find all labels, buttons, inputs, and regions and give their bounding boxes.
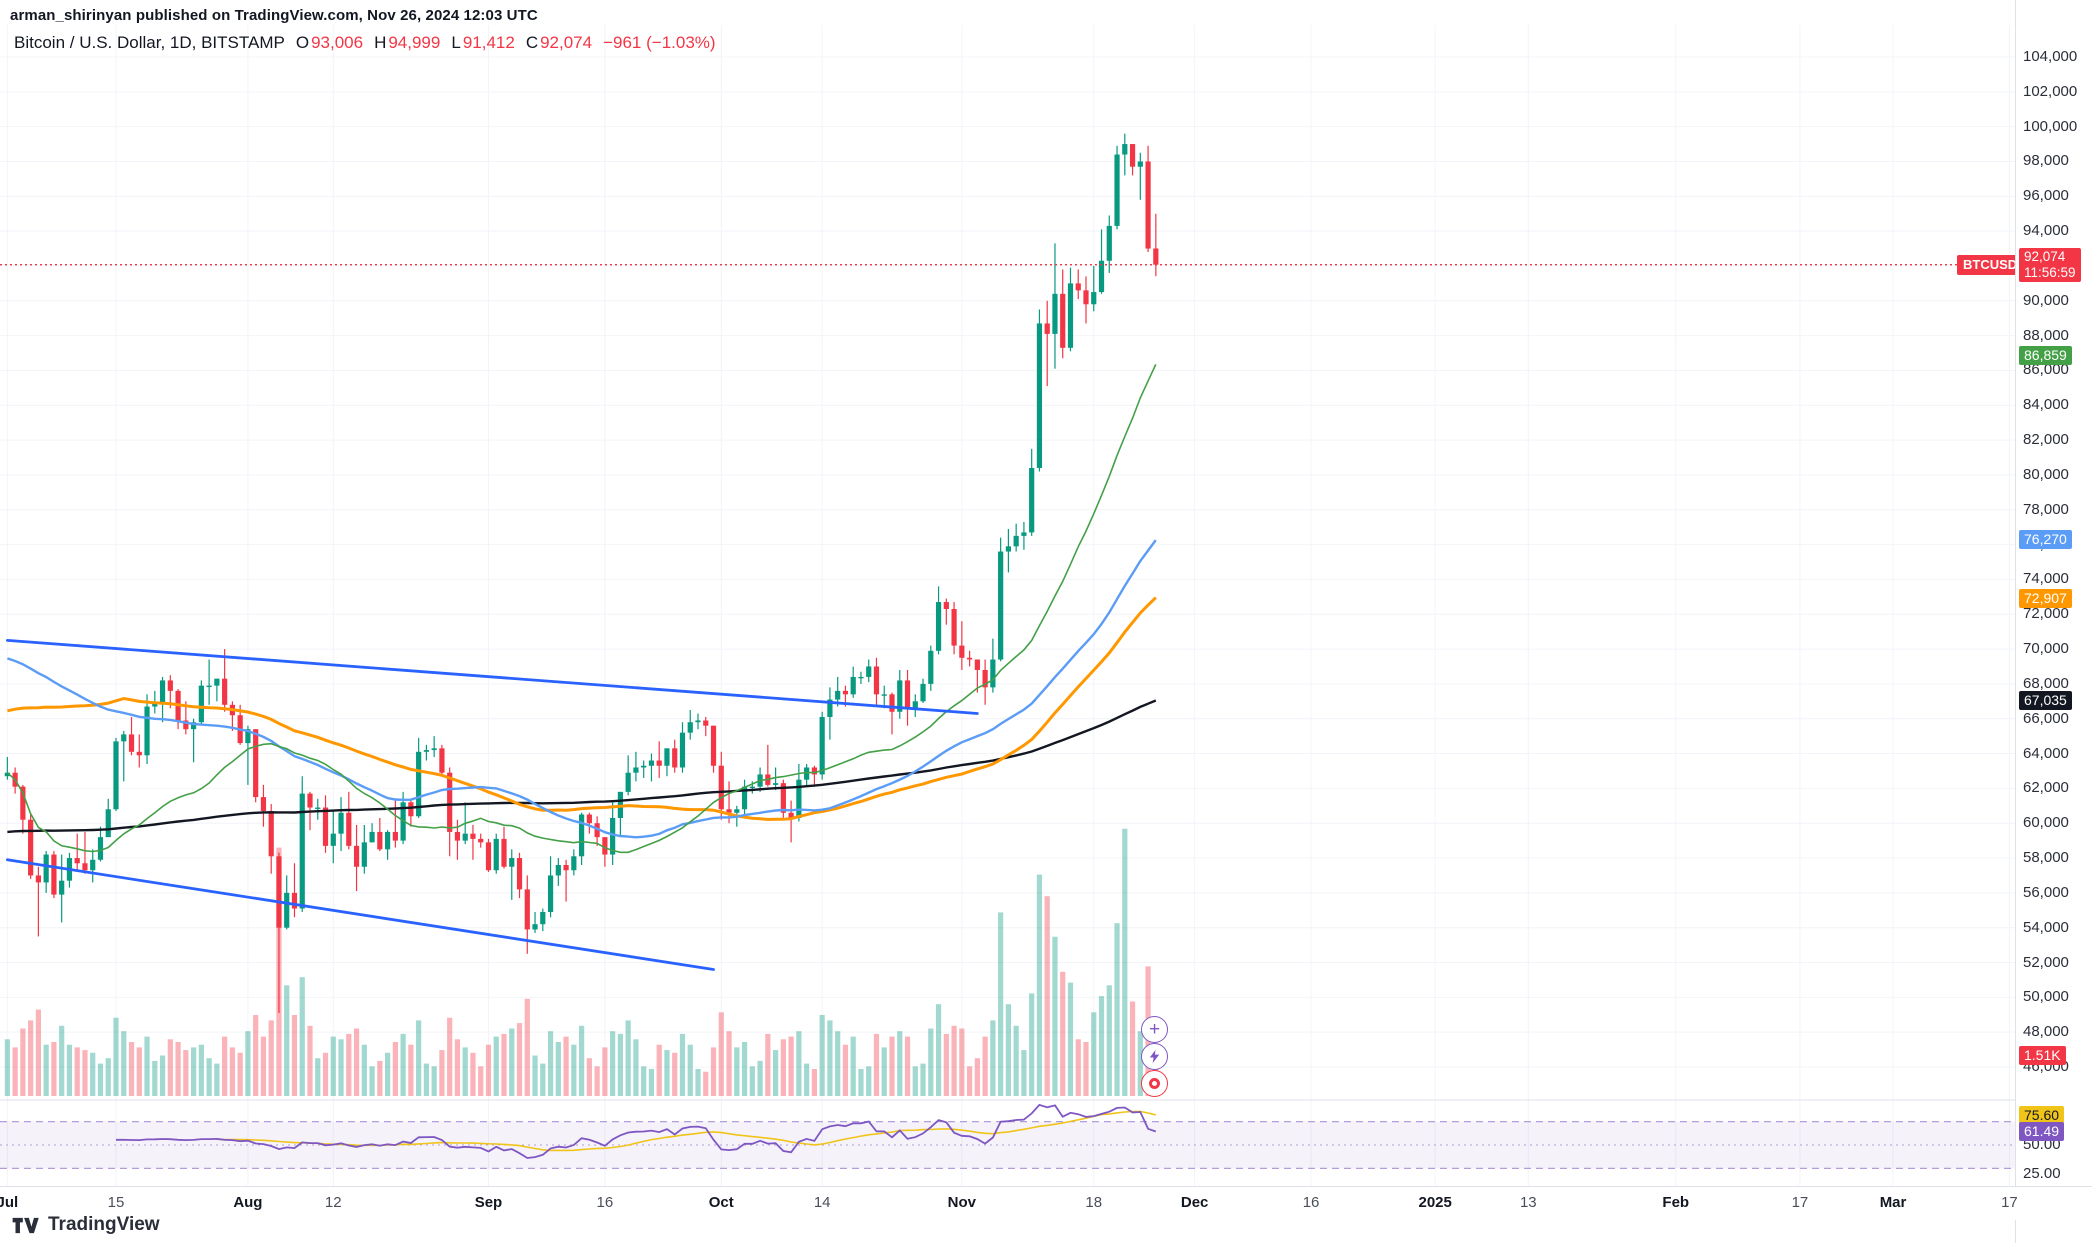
price-tick-label: 50,000: [2023, 988, 2069, 1006]
price-tick-label: 80,000: [2023, 465, 2069, 483]
price-tick-label: 100,000: [2023, 117, 2078, 135]
price-tick-label: 86,000: [2023, 361, 2069, 379]
price-tick-label: 52,000: [2023, 953, 2069, 971]
time-tick-label: 14: [813, 1194, 831, 1211]
price-tick-label: 54,000: [2023, 918, 2069, 936]
price-tick-label: 66,000: [2023, 709, 2069, 727]
time-tick-label: 12: [324, 1194, 342, 1211]
ma-mid-axis-label: 72,907: [2019, 588, 2072, 608]
plus-icon: +: [1148, 1018, 1161, 1040]
time-tick-label: Mar: [1879, 1194, 1907, 1211]
gridlines: [0, 25, 2015, 1186]
time-tick-label: 18: [1085, 1194, 1103, 1211]
price-tick-label: 64,000: [2023, 744, 2069, 762]
time-tick-label: 2025: [1418, 1194, 1452, 1211]
price-tick-label: 90,000: [2023, 291, 2069, 309]
time-tick-label: 17: [2001, 1194, 2018, 1211]
rsi-tick-label: 25.00: [2023, 1165, 2061, 1183]
ma-line-slow[interactable]: [7, 699, 1157, 834]
ma-50-axis-label: 76,270: [2019, 530, 2072, 550]
price-axis[interactable]: 104,000 102,000 100,000 98,000 96,000 94,000 9…: [2015, 0, 2092, 1243]
current-price-axis-label: 92,074 11:56:59: [2019, 247, 2081, 282]
price-tick-label: 96,000: [2023, 187, 2069, 205]
price-tick-label: 78,000: [2023, 500, 2069, 518]
price-tick-label: 70,000: [2023, 640, 2069, 658]
price-tick-label: 98,000: [2023, 152, 2069, 170]
price-tick-label: 60,000: [2023, 814, 2069, 832]
lightning-icon: [1149, 1049, 1160, 1064]
ohlc-close: C 92,074: [525, 33, 593, 52]
price-tick-label: 48,000: [2023, 1023, 2069, 1041]
price-tick-label: 68,000: [2023, 674, 2069, 692]
tradingview-logo-icon: [12, 1217, 39, 1233]
time-tick-label: 16: [596, 1194, 614, 1211]
rsi-band: [0, 1121, 2015, 1169]
snapshot-button[interactable]: [1141, 1070, 1168, 1097]
tradingview-footer[interactable]: TradingView: [12, 1214, 160, 1236]
price-tick-label: 72,000: [2023, 605, 2069, 623]
rsi-ma-axis-label: 75.60: [2019, 1105, 2065, 1125]
current-price-symbol-tag: BTCUSD: [1957, 254, 2024, 275]
ma-line-ma50[interactable]: [7, 539, 1157, 839]
price-tick-label: 104,000: [2023, 48, 2078, 65]
price-tick-label: 82,000: [2023, 431, 2069, 449]
attribution-line: arman_shirinyan published on TradingView…: [10, 7, 538, 24]
price-tick-label: 84,000: [2023, 396, 2069, 414]
price-tick-label: 94,000: [2023, 222, 2069, 240]
ma-line-fast[interactable]: [6, 364, 1157, 854]
trendline-1[interactable]: [5, 638, 979, 715]
price-tick-label: 102,000: [2023, 82, 2078, 100]
tradingview-logo-text: TradingView: [48, 1214, 160, 1235]
symbol-title[interactable]: Bitcoin / U.S. Dollar, 1D, BITSTAMP: [14, 33, 285, 52]
ma-line-mid[interactable]: [7, 596, 1157, 822]
price-tick-label: 58,000: [2023, 849, 2069, 867]
time-tick-label: Aug: [233, 1194, 263, 1211]
symbol-header: Bitcoin / U.S. Dollar, 1D, BITSTAMP O 93,…: [14, 33, 716, 53]
rsi-axis-label: 61.49: [2019, 1122, 2065, 1142]
price-tick-label: 74,000: [2023, 570, 2069, 588]
price-tick-label: 88,000: [2023, 326, 2069, 344]
change-value: −961 (−1.03%): [603, 33, 716, 52]
time-tick-label: Oct: [708, 1194, 734, 1211]
rsi-line[interactable]: [116, 1103, 1157, 1159]
ma-slow-axis-label: 67,035: [2019, 691, 2072, 711]
price-tick-label: 62,000: [2023, 779, 2069, 797]
time-tick-label: Jul: [0, 1194, 19, 1211]
time-tick-label: 16: [1302, 1194, 1320, 1211]
time-axis[interactable]: Jul 15 Aug 12 Sep 16 Oct 14 Nov 18 Dec 16 2025 13 Feb 1…: [0, 1186, 2092, 1220]
time-tick-label: 15: [107, 1194, 125, 1211]
time-tick-label: Dec: [1180, 1194, 1209, 1211]
time-tick-label: Nov: [947, 1194, 976, 1211]
time-tick-label: Sep: [474, 1194, 503, 1211]
ohlc-open: O 93,006: [295, 33, 364, 52]
trendline-2[interactable]: [5, 858, 715, 971]
camera-lens-icon: [1149, 1078, 1160, 1089]
add-button[interactable]: +: [1141, 1016, 1168, 1043]
price-tick-label: 56,000: [2023, 883, 2069, 901]
ohlc-high: H 94,999: [374, 33, 441, 52]
volume-axis-label: 1.51K: [2019, 1045, 2066, 1065]
ma-fast-axis-label: 86,859: [2019, 345, 2072, 365]
quick-action-button[interactable]: [1141, 1043, 1168, 1070]
ohlc-low: L 91,412: [451, 33, 515, 52]
time-tick-label: 13: [1519, 1194, 1537, 1211]
time-tick-label: Feb: [1662, 1194, 1690, 1211]
time-tick-label: 17: [1791, 1194, 1809, 1211]
